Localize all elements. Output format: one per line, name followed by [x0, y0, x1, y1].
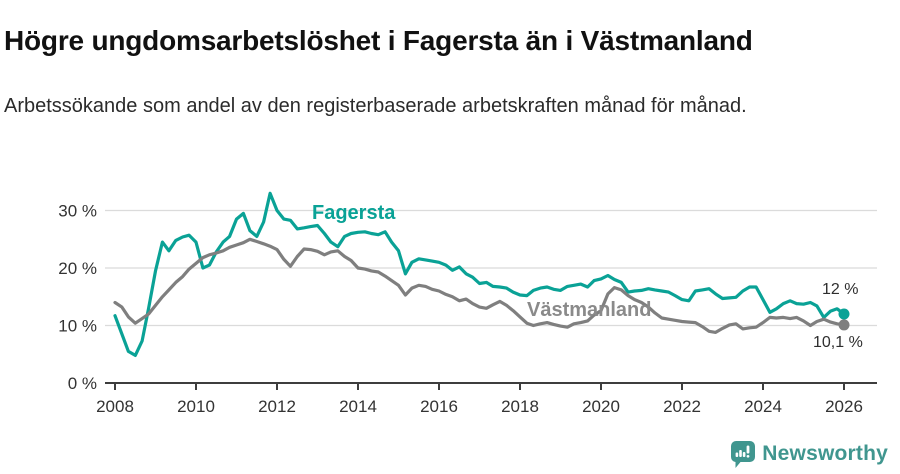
newsworthy-logo-icon [731, 440, 756, 468]
y-tick-label-20: 20 % [58, 259, 97, 278]
newsworthy-wordmark: Newsworthy [762, 442, 888, 465]
line-västmanland [113, 237, 846, 334]
line-fagersta [113, 191, 846, 357]
x-tick-label-2026: 2026 [825, 397, 863, 416]
end-dot-fagersta [838, 308, 850, 320]
end-dot-västmanland [838, 319, 850, 331]
x-tick-label-2024: 2024 [744, 397, 782, 416]
y-tick-label-0: 0 % [68, 374, 97, 393]
x-tick-label-2022: 2022 [663, 397, 701, 416]
x-tick-label-2016: 2016 [420, 397, 458, 416]
end-value-label-vastmanland: 10,1 % [813, 334, 863, 351]
end-value-label-fagersta: 12 % [822, 281, 859, 298]
newsworthy-attribution: Newsworthy [731, 440, 888, 468]
x-tick-label-2010: 2010 [177, 397, 215, 416]
y-tick-label-30: 30 % [58, 202, 97, 221]
chart-subtitle: Arbetssökande som andel av den registerb… [4, 95, 747, 117]
x-tick-label-2020: 2020 [582, 397, 620, 416]
page-title: Högre ungdomsarbetslöshet i Fagersta än … [4, 24, 753, 56]
series-label-fagersta: Fagersta [312, 202, 396, 224]
x-tick-label-2018: 2018 [501, 397, 539, 416]
x-tick-label-2008: 2008 [96, 397, 134, 416]
x-tick-label-2012: 2012 [258, 397, 296, 416]
x-tick-label-2014: 2014 [339, 397, 377, 416]
y-tick-label-10: 10 % [58, 317, 97, 336]
series-label-vastmanland: Västmanland [527, 299, 652, 321]
